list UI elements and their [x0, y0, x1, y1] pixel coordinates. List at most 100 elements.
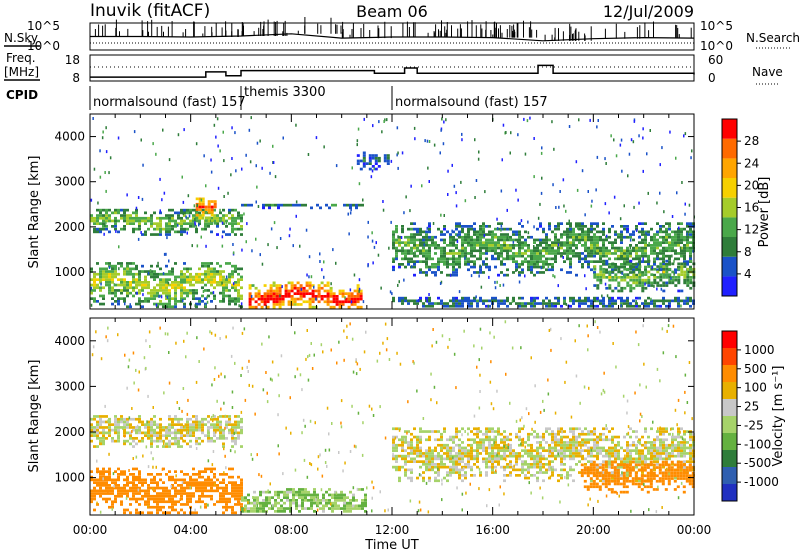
data-cell: [162, 500, 165, 504]
data-cell: [503, 441, 506, 444]
data-cell: [440, 435, 443, 439]
data-cell: [404, 468, 407, 472]
data-cell: [452, 441, 455, 444]
data-cell: [177, 281, 180, 284]
data-cell: [533, 430, 536, 433]
data-cell: [269, 289, 273, 293]
data-cell: [165, 278, 168, 281]
data-cell: [545, 235, 548, 239]
scatter-cell: [350, 300, 353, 304]
scatter-cell: [460, 180, 462, 184]
data-cell: [135, 486, 138, 490]
data-cell: [358, 504, 361, 508]
data-cell: [105, 281, 108, 284]
data-cell: [518, 265, 521, 269]
scatter-cell: [140, 138, 142, 142]
data-cell: [572, 302, 575, 305]
data-cell: [536, 257, 539, 261]
data-cell: [123, 489, 126, 493]
data-cell: [419, 268, 422, 272]
data-cell: [352, 203, 355, 207]
data-cell: [301, 488, 304, 491]
scatter-cell: [230, 173, 232, 177]
data-cell: [506, 438, 509, 442]
data-cell: [518, 271, 521, 274]
scatter-cell: [426, 226, 428, 230]
data-cell: [485, 299, 488, 303]
data-cell: [479, 246, 482, 250]
data-cell: [174, 439, 177, 443]
data-cell: [533, 241, 536, 244]
data-cell: [189, 478, 192, 482]
data-cell: [225, 508, 228, 512]
data-cell: [665, 304, 668, 308]
data-cell: [308, 281, 312, 285]
data-cell: [183, 439, 186, 443]
scatter-cell: [321, 268, 323, 272]
data-cell: [237, 267, 240, 271]
data-cell: [165, 291, 168, 295]
data-cell: [428, 299, 431, 303]
data-cell: [578, 241, 581, 244]
data-cell: [686, 299, 689, 303]
data-cell: [120, 262, 123, 265]
data-cell: [126, 426, 129, 429]
data-cell: [611, 244, 614, 247]
data-cell: [485, 233, 488, 236]
data-cell: [283, 203, 286, 207]
data-cell: [668, 244, 671, 247]
data-cell: [237, 492, 240, 495]
data-cell: [458, 463, 461, 466]
data-cell: [228, 294, 231, 298]
data-cell: [296, 292, 300, 295]
data-cell: [180, 225, 183, 228]
data-cell: [268, 507, 271, 510]
data-cell: [132, 426, 135, 429]
data-cell: [464, 260, 467, 263]
data-cell: [231, 494, 234, 498]
data-cell: [554, 260, 557, 263]
data-cell: [159, 222, 162, 225]
scatter-cell: [461, 138, 463, 142]
data-cell: [240, 494, 243, 498]
data-cell: [356, 159, 360, 163]
data-cell: [102, 267, 105, 271]
data-cell: [147, 270, 150, 273]
data-cell: [99, 481, 102, 484]
data-cell: [650, 249, 653, 253]
scatter-cell: [562, 256, 564, 259]
data-cell: [129, 423, 132, 426]
data-cell: [431, 468, 434, 472]
data-cell: [395, 225, 398, 228]
data-cell: [186, 216, 189, 220]
data-cell: [542, 227, 545, 231]
data-cell: [141, 305, 144, 309]
data-cell: [542, 463, 545, 466]
data-cell: [210, 300, 213, 303]
data-cell: [102, 434, 105, 437]
scatter-cell: [259, 139, 261, 143]
data-cell: [168, 225, 171, 228]
data-cell: [488, 446, 491, 450]
data-cell: [231, 208, 234, 212]
data-cell: [171, 500, 174, 504]
data-cell: [500, 246, 503, 250]
data-cell: [599, 230, 602, 234]
data-cell: [198, 486, 201, 490]
data-cell: [332, 300, 336, 304]
data-cell: [356, 300, 360, 304]
data-cell: [593, 249, 596, 253]
data-cell: [611, 252, 614, 255]
data-cell: [314, 289, 318, 293]
scatter-cell: [620, 138, 623, 142]
data-cell: [524, 304, 527, 308]
data-cell: [503, 257, 506, 261]
data-cell: [518, 438, 521, 442]
data-cell: [455, 443, 458, 447]
data-cell: [482, 233, 485, 236]
data-cell: [138, 270, 141, 273]
data-cell: [162, 434, 165, 437]
data-cell: [653, 257, 656, 261]
data-cell: [144, 500, 147, 504]
data-cell: [440, 449, 443, 452]
